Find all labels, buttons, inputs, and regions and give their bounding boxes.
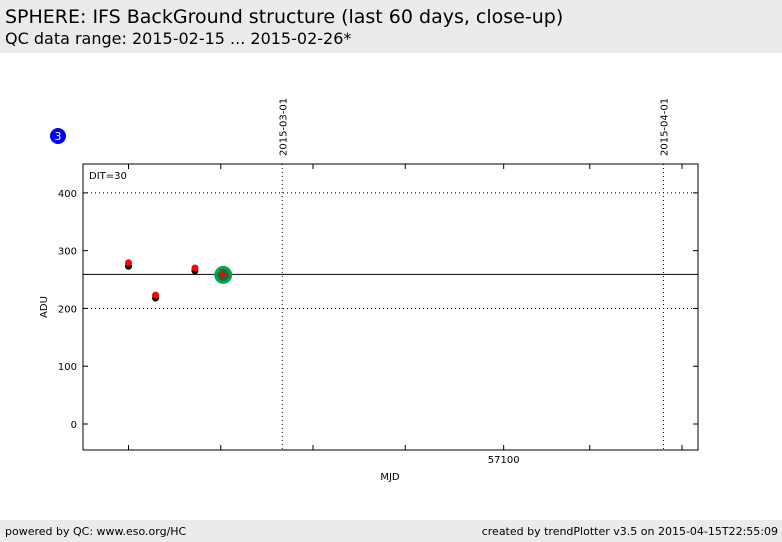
y-tick-label: 100 (58, 362, 77, 373)
dit-annotation: DIT=30 (89, 171, 127, 182)
page-title: SPHERE: IFS BackGround structure (last 6… (5, 6, 564, 28)
created-by-text: created by trendPlotter v3.5 on 2015-04-… (481, 525, 778, 538)
data-point (125, 259, 133, 267)
badge-number: 3 (55, 130, 62, 143)
qc-data-range: QC data range: 2015-02-15 ... 2015-02-26… (5, 29, 352, 48)
date-marker-label: 2015-03-01 (278, 98, 289, 156)
data-point (152, 291, 160, 299)
powered-by-text: powered by QC: www.eso.org/HC (5, 525, 187, 538)
y-tick-label: 300 (58, 247, 77, 258)
header-bar: SPHERE: IFS BackGround structure (last 6… (0, 0, 782, 53)
y-tick-label: 400 (58, 189, 77, 200)
data-point (191, 264, 199, 272)
x-axis-label: MJD (380, 472, 400, 483)
trend-chart: 3 DIT=30 MJD ADU 2015-03-01 2015-04-01 0 10… (39, 98, 699, 483)
footer-bar: powered by QC: www.eso.org/HC created by… (0, 520, 782, 542)
x-tick-label: 57100 (488, 455, 520, 466)
y-tick-label: 200 (58, 304, 77, 315)
y-tick-label: 0 (71, 420, 77, 431)
plot-number-badge: 3 (50, 128, 66, 144)
y-axis-label: ADU (39, 296, 50, 318)
date-marker-label: 2015-04-01 (660, 98, 671, 156)
plot-frame (82, 163, 699, 451)
badge-circle (50, 128, 66, 144)
